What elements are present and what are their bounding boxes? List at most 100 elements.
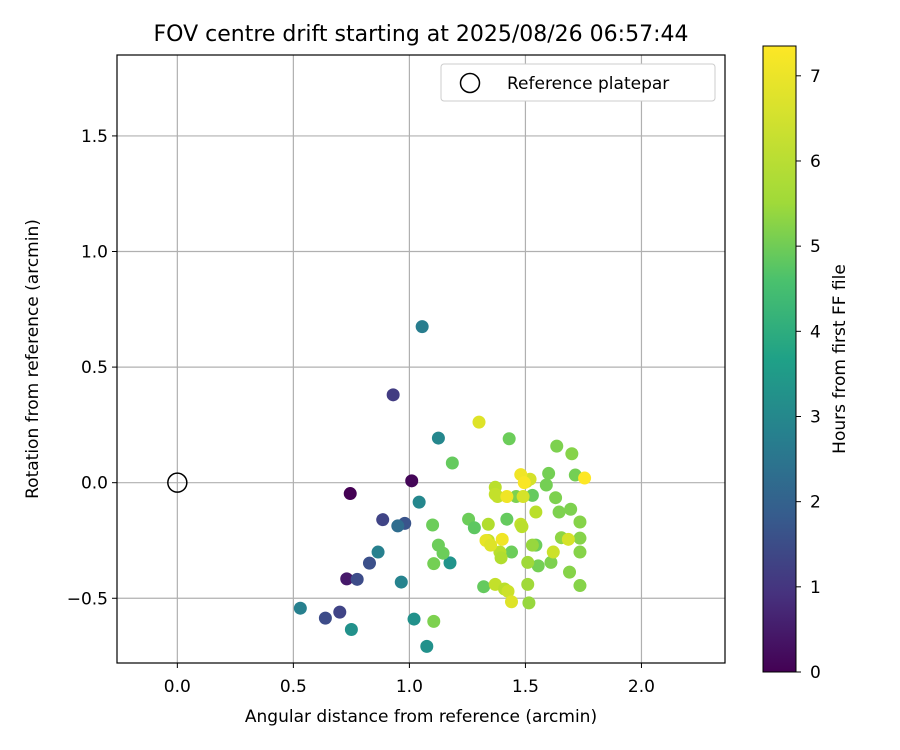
legend: Reference platepar (440, 63, 716, 102)
data-point (405, 474, 419, 488)
colorbar-tick-label: 4 (810, 322, 821, 342)
data-point (344, 622, 358, 636)
y-tick-label: 0.0 (81, 474, 108, 494)
data-point (415, 320, 429, 334)
colorbar-tick-label: 0 (810, 663, 821, 683)
data-point (522, 596, 536, 610)
data-point (333, 605, 347, 619)
data-point (443, 556, 457, 570)
data-point (501, 584, 515, 598)
data-point (505, 545, 519, 559)
x-tick-label: 1.0 (396, 677, 423, 697)
data-point (484, 538, 498, 552)
data-point (472, 415, 486, 429)
data-point (573, 515, 587, 529)
data-point (495, 532, 509, 546)
data-point (502, 432, 516, 446)
data-point (436, 546, 450, 560)
legend-label: Reference platepar (507, 74, 669, 94)
grid-lines (117, 55, 725, 663)
y-tick-label: −0.5 (67, 589, 108, 609)
data-point (445, 456, 459, 470)
data-point (491, 490, 505, 504)
data-point (371, 545, 385, 559)
data-point (552, 505, 566, 519)
data-point (343, 487, 357, 501)
data-point (427, 557, 441, 571)
colorbar-tick-label: 2 (810, 493, 821, 513)
colorbar-tick-label: 5 (810, 237, 821, 257)
data-point (564, 502, 578, 516)
x-axis-ticks: 0.0 0.5 1.0 1.5 2.0 (164, 663, 655, 697)
data-point (391, 519, 405, 533)
data-point (500, 512, 514, 526)
data-point (531, 559, 545, 573)
data-point (481, 517, 495, 531)
legend-marker-open-circle (459, 72, 481, 94)
y-tick-label: 0.5 (81, 358, 108, 378)
colorbar: 0 1 2 3 4 5 6 7 Hours from first FF file (762, 45, 850, 683)
data-point (573, 579, 587, 593)
colorbar-ticks: 0 1 2 3 4 5 6 7 (796, 67, 821, 683)
data-point (516, 490, 530, 504)
data-point (431, 431, 445, 445)
colorbar-gradient (762, 45, 797, 673)
data-point (505, 595, 519, 609)
colorbar-label: Hours from first FF file (830, 264, 850, 454)
y-tick-label: 1.5 (81, 127, 108, 147)
reference-group (167, 472, 188, 493)
data-point (573, 531, 587, 545)
data-point (517, 476, 531, 490)
y-tick-label: 1.0 (81, 243, 108, 263)
x-axis-label: Angular distance from reference (arcmin) (245, 707, 597, 727)
data-point (477, 580, 491, 594)
data-point (293, 601, 307, 615)
data-point (494, 551, 508, 565)
data-point (376, 513, 390, 527)
y-axis-ticks: −0.5 0.0 0.5 1.0 1.5 (67, 127, 117, 609)
data-point (561, 532, 575, 546)
data-point (318, 611, 332, 625)
data-point (340, 572, 354, 586)
data-point (420, 639, 434, 653)
legend-box (440, 63, 716, 102)
x-tick-label: 2.0 (628, 677, 655, 697)
colorbar-tick-label: 6 (810, 152, 821, 172)
data-point (573, 545, 587, 559)
data-point (426, 518, 440, 532)
colorbar-tick-label: 3 (810, 407, 821, 427)
data-point (539, 478, 553, 492)
colorbar-tick-label: 1 (810, 578, 821, 598)
data-point (412, 495, 426, 509)
colorbar-tick-label: 7 (810, 67, 821, 87)
data-point (407, 612, 421, 626)
data-point (521, 555, 535, 569)
data-point (578, 471, 592, 485)
data-point (467, 521, 481, 535)
data-point (565, 447, 579, 461)
chart-title: FOV centre drift starting at 2025/08/26 … (154, 22, 689, 47)
data-point (521, 577, 535, 591)
plot-frame (116, 54, 726, 664)
reference-platepar-marker (167, 472, 188, 493)
x-tick-label: 1.5 (512, 677, 539, 697)
data-point (542, 466, 556, 480)
data-point (529, 505, 543, 519)
data-point (350, 572, 364, 586)
data-point (500, 490, 514, 504)
data-points (293, 320, 592, 653)
data-point (550, 439, 564, 453)
data-point (362, 556, 376, 570)
x-tick-label: 0.0 (164, 677, 191, 697)
data-point (394, 575, 408, 589)
data-point (546, 545, 560, 559)
data-point (544, 555, 558, 569)
data-point (386, 388, 400, 402)
data-point (427, 614, 441, 628)
x-tick-label: 0.5 (280, 677, 307, 697)
data-point (563, 565, 577, 579)
y-axis-label: Rotation from reference (arcmin) (23, 219, 43, 499)
data-point (525, 538, 539, 552)
data-point (515, 520, 529, 534)
